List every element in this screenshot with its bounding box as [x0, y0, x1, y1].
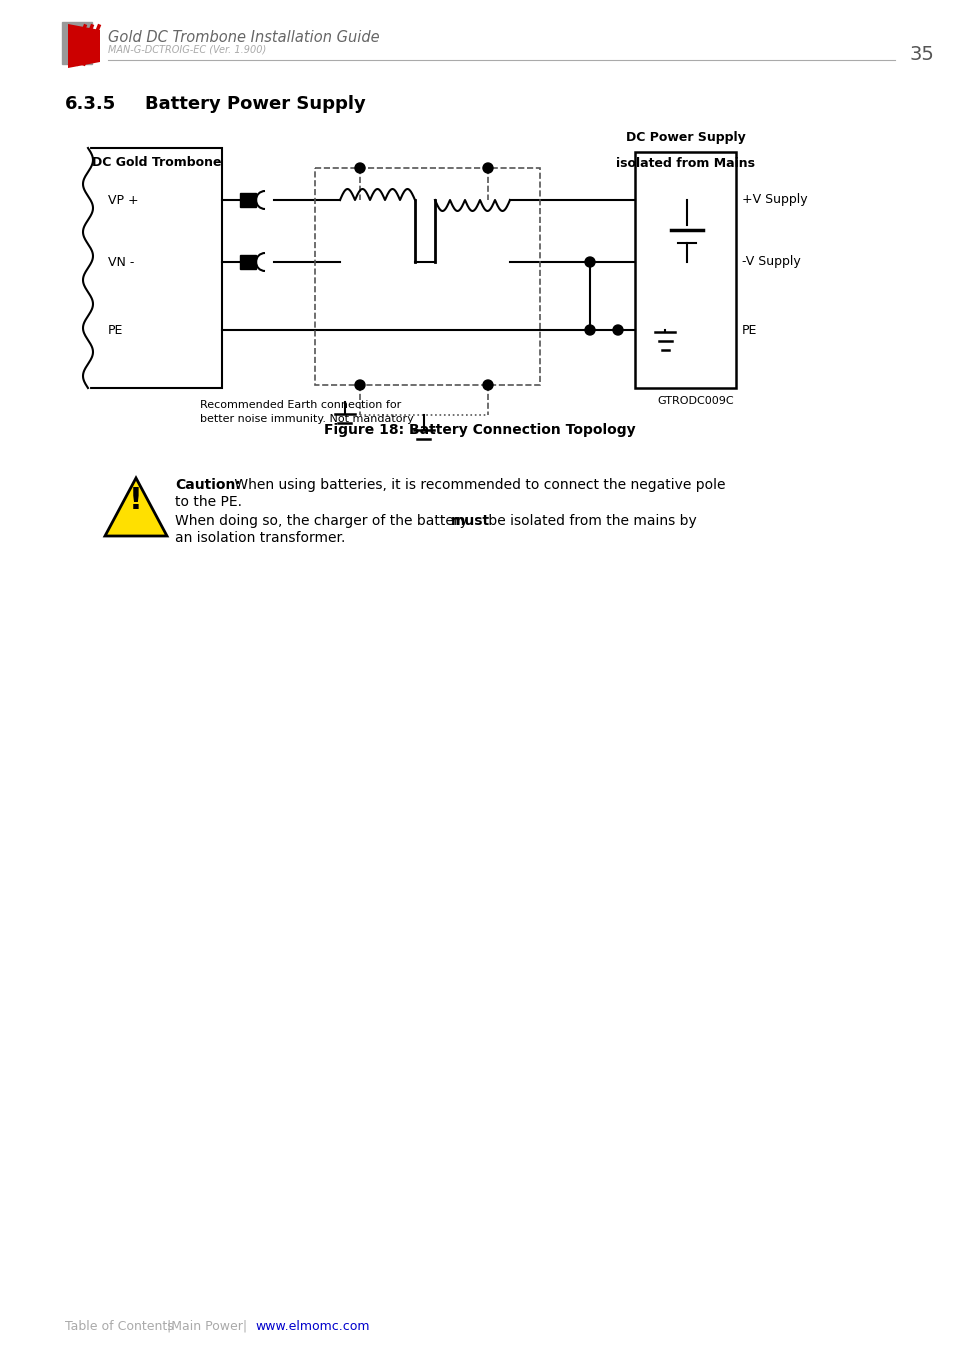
Text: to the PE.: to the PE.: [174, 495, 242, 509]
Bar: [314, 167, 539, 385]
Text: When using batteries, it is recommended to connect the negative pole: When using batteries, it is recommended …: [230, 478, 724, 491]
Polygon shape: [68, 24, 100, 68]
Circle shape: [355, 379, 365, 390]
Text: Gold DC Trombone Installation Guide: Gold DC Trombone Installation Guide: [108, 30, 379, 45]
Circle shape: [613, 325, 622, 335]
Text: VP +: VP +: [108, 193, 138, 207]
Bar: [88, 148, 222, 387]
Text: www.elmomc.com: www.elmomc.com: [254, 1320, 369, 1332]
Text: Recommended Earth connection for: Recommended Earth connection for: [200, 400, 401, 410]
Text: better noise immunity. Not mandatory: better noise immunity. Not mandatory: [200, 414, 414, 424]
Text: Figure 18: Battery Connection Topology: Figure 18: Battery Connection Topology: [324, 423, 635, 437]
Text: VN -: VN -: [108, 255, 134, 269]
Text: 6.3.5: 6.3.5: [65, 95, 116, 113]
Text: |Main Power|: |Main Power|: [154, 1320, 247, 1332]
Text: +V Supply: +V Supply: [741, 193, 807, 207]
Text: When doing so, the charger of the battery: When doing so, the charger of the batter…: [174, 514, 472, 528]
Bar: [62, 22, 91, 63]
Text: 35: 35: [909, 46, 934, 65]
Text: isolated from Mains: isolated from Mains: [616, 157, 754, 170]
Text: Battery Power Supply: Battery Power Supply: [145, 95, 365, 113]
Text: Caution:: Caution:: [174, 478, 240, 491]
Text: be isolated from the mains by: be isolated from the mains by: [483, 514, 696, 528]
Text: MAN-G-DCTROIG-EC (Ver. 1.900): MAN-G-DCTROIG-EC (Ver. 1.900): [108, 45, 266, 54]
Text: an isolation transformer.: an isolation transformer.: [174, 531, 345, 545]
Circle shape: [584, 256, 595, 267]
Circle shape: [482, 379, 493, 390]
Text: -V Supply: -V Supply: [741, 255, 800, 269]
Text: PE: PE: [741, 324, 757, 336]
Text: DC Power Supply: DC Power Supply: [625, 131, 744, 144]
Text: must: must: [451, 514, 490, 528]
Polygon shape: [105, 478, 167, 536]
Circle shape: [482, 163, 493, 173]
Bar: [240, 255, 255, 269]
Text: Table of Contents: Table of Contents: [65, 1320, 173, 1332]
Bar: [240, 193, 255, 207]
Circle shape: [584, 325, 595, 335]
Bar: [635, 153, 735, 387]
Text: DC Gold Trombone: DC Gold Trombone: [91, 157, 221, 169]
Text: !: !: [129, 486, 143, 514]
Text: GTRODC009C: GTRODC009C: [657, 396, 733, 406]
Text: PE: PE: [108, 324, 123, 336]
Circle shape: [355, 163, 365, 173]
